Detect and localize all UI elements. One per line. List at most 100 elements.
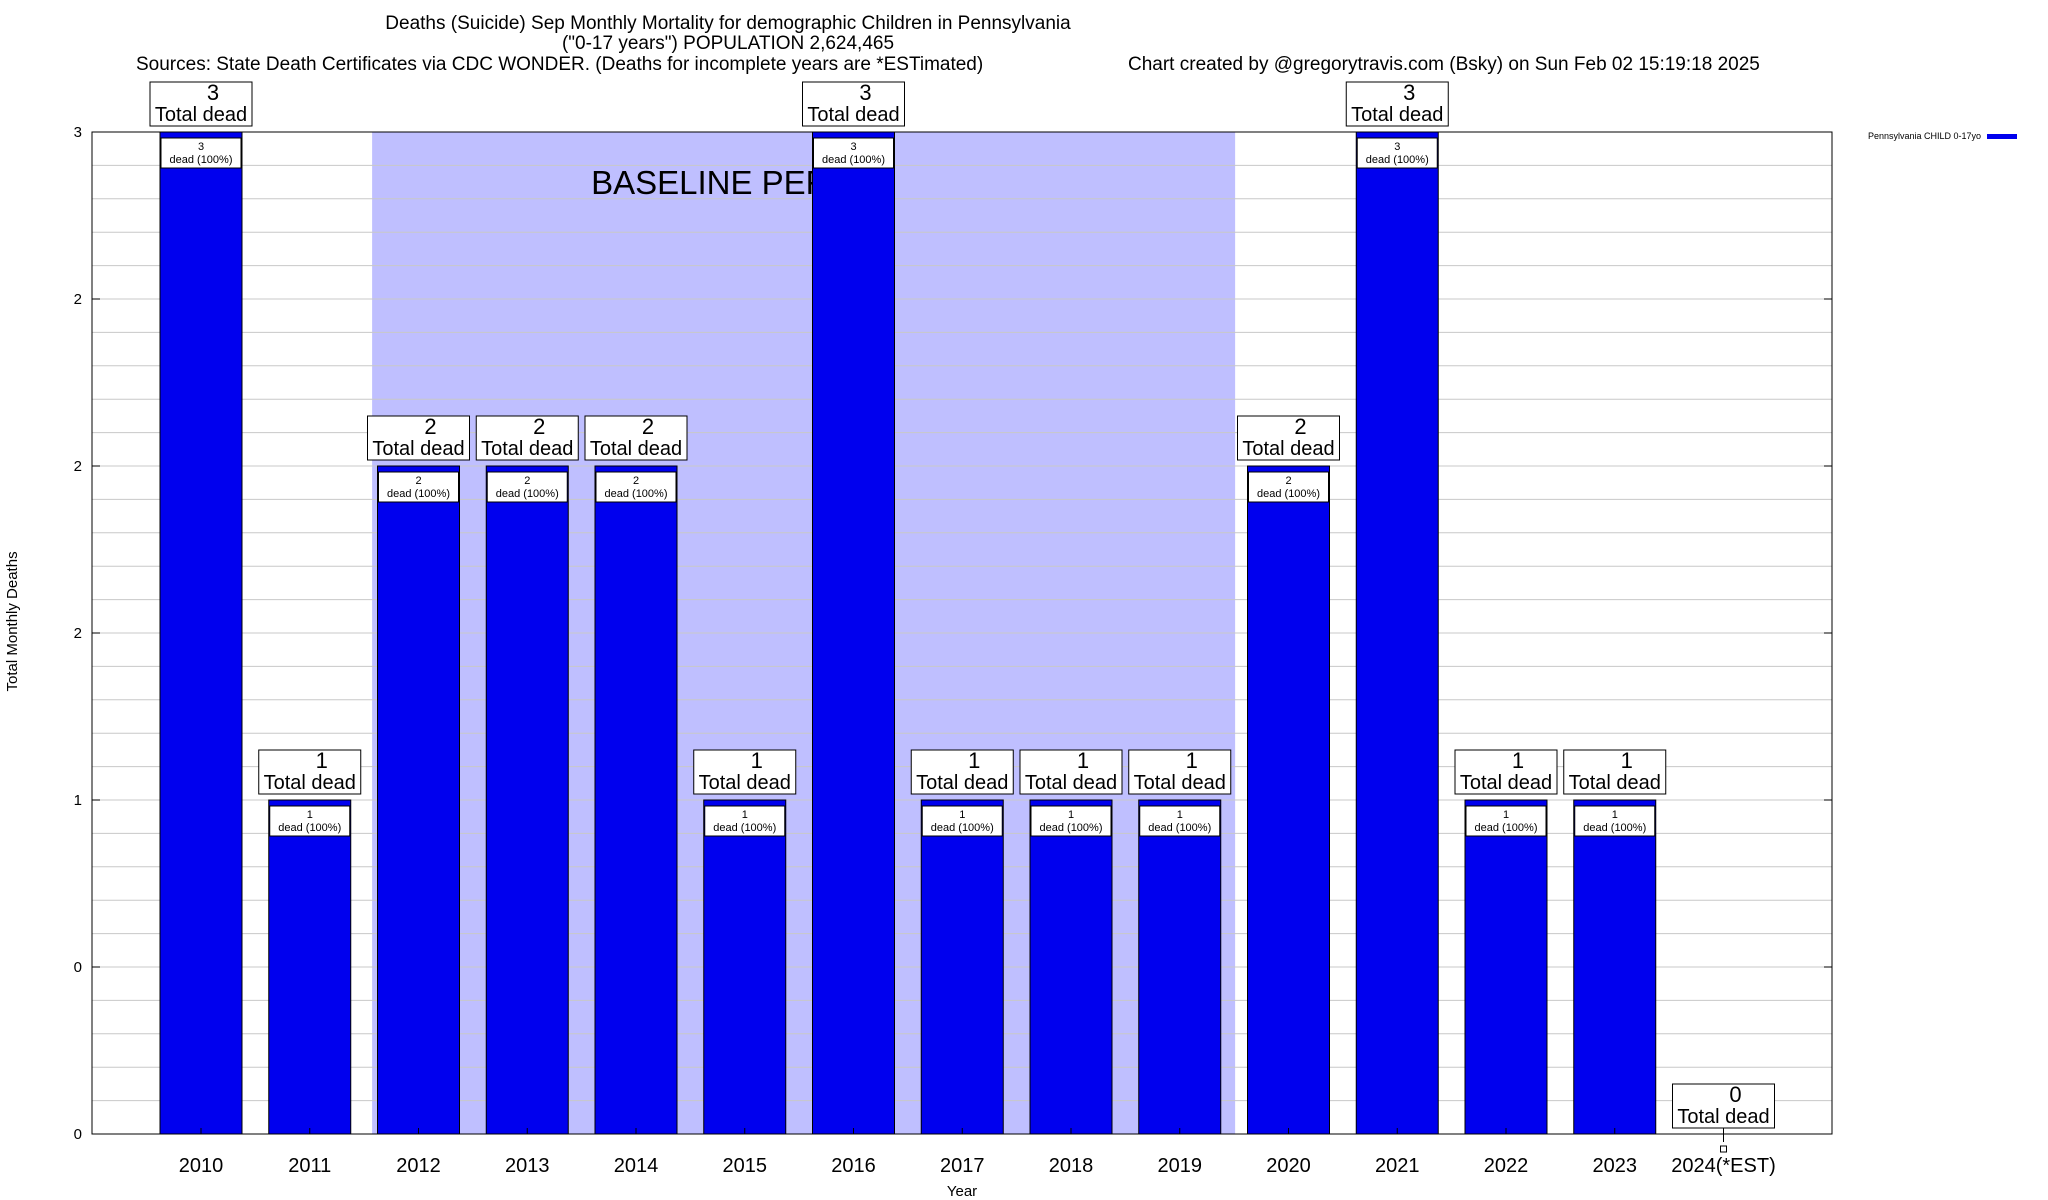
total-label-count: 2 [533, 414, 545, 439]
total-label-box [1345, 81, 1449, 127]
bar-inner-label-count: 3 [1394, 141, 1400, 153]
total-label-box [1019, 749, 1123, 795]
sources-note: Sources: State Death Certificates via CD… [136, 54, 984, 75]
bar [1355, 131, 1439, 1135]
zero-marker [1720, 1145, 1727, 1153]
total-label-count: 1 [1512, 748, 1524, 773]
legend-swatch [1987, 133, 2018, 139]
total-label-text: Total dead [1677, 1106, 1769, 1128]
bar-inner-label-count: 3 [198, 141, 204, 153]
total-label-count: 2 [642, 414, 654, 439]
chart-title: Deaths (Suicide) Sep Monthly Mortality f… [385, 13, 1071, 34]
y-tick-label: 2 [74, 625, 82, 642]
bar-inner-label-box [704, 805, 786, 837]
bar-inner-label-box [1465, 805, 1547, 837]
x-tick-label: 2015 [723, 1155, 768, 1177]
x-tick-label: 2014 [614, 1155, 659, 1177]
total-label-box [258, 749, 362, 795]
bar-inner-label-text: dead (100%) [1040, 822, 1103, 834]
bar [1573, 799, 1657, 1135]
total-label-box [1237, 415, 1340, 461]
x-tick-label: 2019 [1158, 1155, 1203, 1177]
x-tick-label: 2010 [179, 1155, 224, 1177]
x-tick-label: 2017 [940, 1155, 985, 1177]
total-label-box [367, 415, 470, 461]
bar-inner-label-text: dead (100%) [1148, 822, 1211, 834]
x-tick-label: 2011 [288, 1155, 331, 1177]
y-tick-label: 0 [74, 1126, 82, 1143]
total-label-count: 0 [1729, 1082, 1741, 1107]
bar-inner-label-box [1248, 471, 1329, 503]
x-tick-label: 2013 [505, 1155, 550, 1177]
bar-inner-label-count: 1 [1612, 809, 1618, 821]
bar [1029, 799, 1113, 1135]
bar [1247, 465, 1330, 1135]
bar-inner-label-count: 1 [1177, 809, 1183, 821]
bar-inner-label-box [1574, 805, 1656, 837]
bar-inner-label-count: 2 [633, 475, 639, 487]
total-label-box [802, 81, 905, 127]
bar-inner-label-box [269, 805, 351, 837]
bar-inner-label-box [378, 471, 459, 503]
total-label-box [149, 81, 253, 127]
bar-inner-label-box [1356, 137, 1438, 169]
total-label-count: 1 [1186, 748, 1198, 773]
total-label-box [910, 749, 1014, 795]
total-label-text: Total dead [481, 438, 573, 460]
bar-inner-label-box [1139, 805, 1221, 837]
bar [594, 465, 678, 1135]
y-tick-label: 3 [74, 124, 82, 141]
total-label-count: 1 [968, 748, 980, 773]
total-label-box [1672, 1083, 1775, 1129]
bar-inner-label-count: 3 [850, 141, 856, 153]
total-label-text: Total dead [1242, 438, 1334, 460]
bar [1138, 799, 1222, 1135]
total-label-count: 1 [1077, 748, 1089, 773]
bar [812, 131, 895, 1135]
total-label-count: 3 [1403, 80, 1415, 105]
x-tick-label: 2021 [1375, 1155, 1420, 1177]
bar-inner-label-text: dead (100%) [278, 822, 341, 834]
total-label-count: 2 [1294, 414, 1306, 439]
y-tick-label: 1 [74, 792, 82, 809]
bar-inner-label-box [595, 471, 677, 503]
chart-subtitle: ("0-17 years") POPULATION 2,624,465 [561, 33, 895, 54]
bar-inner-label-count: 2 [415, 475, 421, 487]
bar [1464, 799, 1548, 1135]
bar-inner-label-text: dead (100%) [496, 488, 559, 500]
total-label-box [1128, 749, 1232, 795]
x-tick-label: 2016 [831, 1155, 876, 1177]
bar-inner-label-text: dead (100%) [605, 488, 668, 500]
total-label-text: Total dead [372, 438, 464, 460]
total-label-text: Total dead [590, 438, 682, 460]
bar-inner-label-text: dead (100%) [822, 154, 885, 166]
bar [703, 799, 787, 1135]
total-label-box [475, 415, 579, 461]
total-label-box [693, 749, 797, 795]
bar-inner-label-count: 1 [307, 809, 313, 821]
legend-entry-label: Pennsylvania CHILD 0-17yo [1868, 131, 1982, 141]
y-tick-label: 2 [74, 458, 82, 475]
total-label-text: Total dead [1351, 104, 1443, 126]
total-label-count: 3 [207, 80, 219, 105]
bar-inner-label-text: dead (100%) [713, 822, 776, 834]
bar-inner-label-box [160, 137, 242, 169]
x-tick-label: 2024(*EST) [1671, 1155, 1776, 1177]
total-label-text: Total dead [699, 772, 791, 794]
x-tick-label: 2012 [396, 1155, 441, 1177]
total-label-text: Total dead [916, 772, 1008, 794]
total-label-count: 3 [859, 80, 871, 105]
